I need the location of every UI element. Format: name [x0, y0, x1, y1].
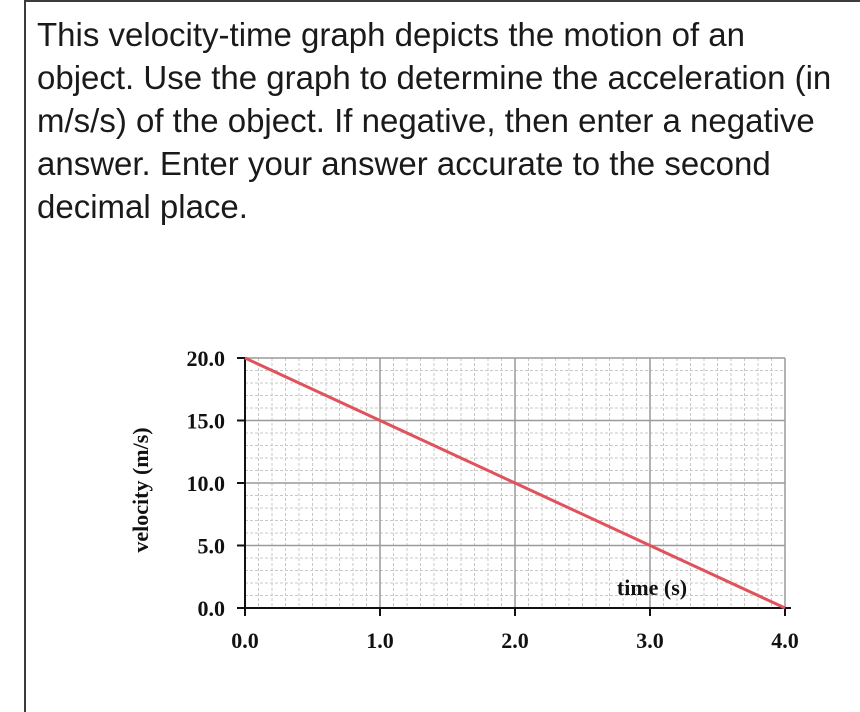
x-axis-label: time (s) [617, 575, 687, 600]
x-tick-label: 2.0 [501, 628, 529, 653]
y-axis-label: velocity (m/s) [128, 427, 153, 552]
y-tick-label: 0.0 [198, 596, 226, 621]
labels: time (s) velocity (m/s) [128, 427, 687, 600]
x-tick-label: 0.0 [231, 628, 259, 653]
y-tick-label: 20.0 [187, 346, 226, 371]
question-text: This velocity-time graph depicts the mot… [37, 13, 860, 228]
x-tick-label: 3.0 [636, 628, 664, 653]
velocity-series-line [244, 356, 786, 610]
question-line: This velocity-time graph depicts the mot… [37, 16, 746, 53]
question-line: m/s/s) of the object. If negative, then … [37, 102, 815, 139]
series [244, 356, 786, 610]
question-line: decimal place. [37, 188, 248, 225]
y-tick-label: 5.0 [198, 534, 226, 559]
axes: 0.0 5.0 10.0 15.0 20.0 0.0 1.0 2.0 3.0 4.0 [187, 346, 799, 653]
question-card: This velocity-time graph depicts the mot… [24, 0, 860, 712]
x-tick-label: 4.0 [771, 628, 799, 653]
y-tick-label: 15.0 [187, 409, 226, 434]
question-line: object. Use the graph to determine the a… [37, 59, 832, 96]
x-tick-label: 1.0 [366, 628, 394, 653]
y-tick-label: 10.0 [187, 471, 226, 496]
question-line: answer. Enter your answer accurate to th… [37, 145, 771, 182]
